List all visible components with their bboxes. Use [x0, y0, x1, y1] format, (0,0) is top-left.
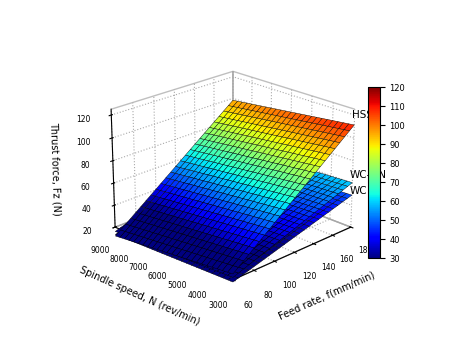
X-axis label: Feed rate, f(mm/min): Feed rate, f(mm/min) — [277, 270, 376, 322]
Y-axis label: Spindle speed, N (rev/min): Spindle speed, N (rev/min) — [78, 265, 201, 327]
